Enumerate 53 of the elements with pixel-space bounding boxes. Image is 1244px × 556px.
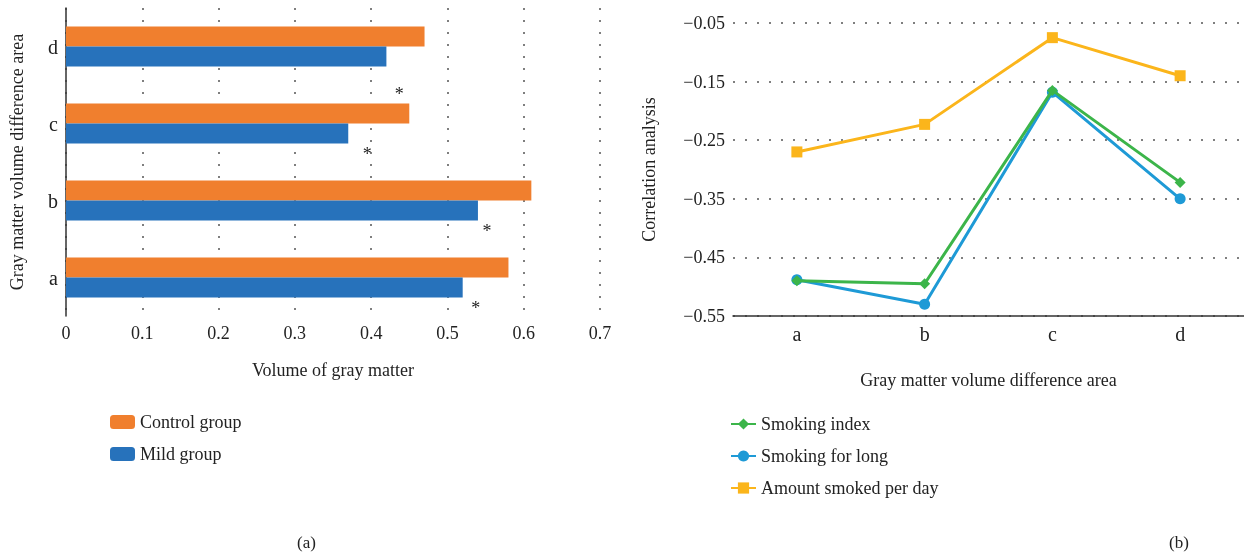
y-tick-label: −0.05 [683, 13, 725, 33]
point [919, 298, 931, 310]
y-tick-label: −0.25 [683, 130, 725, 151]
point [1174, 176, 1186, 188]
y-axis-title: Correlation analysis [639, 97, 659, 242]
y-tick-label: −0.55 [683, 306, 725, 326]
bar [66, 123, 349, 144]
point [919, 118, 931, 130]
text: (a) [297, 533, 316, 552]
legend-label: Mild group [140, 444, 222, 464]
y-tick-label: a [49, 266, 59, 289]
y-tick-label: −0.45 [683, 247, 725, 268]
y-axis-title: Gray matter volume difference area [7, 33, 27, 291]
point [1174, 193, 1186, 205]
legend-label: Smoking for long [761, 446, 889, 466]
legend-label: Smoking index [761, 414, 871, 434]
text: (b) [1169, 533, 1189, 552]
bar [66, 26, 425, 47]
annotation: * [482, 220, 492, 241]
y-tick-label: −0.15 [683, 71, 725, 92]
x-tick-label: 0.3 [283, 323, 307, 343]
x-tick-label: 0.1 [131, 323, 154, 343]
y-tick-label: b [48, 189, 58, 212]
x-tick-label: 0.7 [588, 323, 612, 343]
bar [66, 200, 478, 221]
y-tick-label: −0.35 [683, 188, 725, 209]
bar [66, 180, 532, 201]
bar [66, 277, 463, 298]
x-tick-label: d [1175, 323, 1186, 345]
annotation: * [471, 297, 481, 318]
x-tick-label: 0.4 [359, 323, 383, 343]
x-tick-label: b [919, 323, 930, 345]
x-tick-label: 0.6 [512, 323, 535, 343]
point [1174, 70, 1186, 82]
annotation: * [362, 143, 372, 164]
point [1046, 32, 1058, 44]
x-axis-title: Gray matter volume difference area [860, 370, 1117, 390]
legend-label: Control group [140, 412, 242, 432]
x-tick-label: c [1047, 323, 1057, 345]
bar [66, 46, 387, 67]
x-tick-label: 0.5 [436, 323, 459, 343]
point [919, 278, 931, 290]
bar [66, 257, 509, 278]
x-axis-title: Volume of gray matter [251, 360, 415, 380]
annotation: * [394, 83, 404, 104]
x-tick-label: 0 [61, 323, 71, 343]
bar [66, 103, 410, 124]
y-tick-label: d [48, 35, 58, 58]
x-tick-label: 0.2 [207, 323, 230, 343]
x-tick-label: a [792, 323, 802, 345]
legend-label: Amount smoked per day [761, 478, 939, 498]
y-tick-label: c [49, 112, 59, 135]
point [791, 146, 803, 158]
